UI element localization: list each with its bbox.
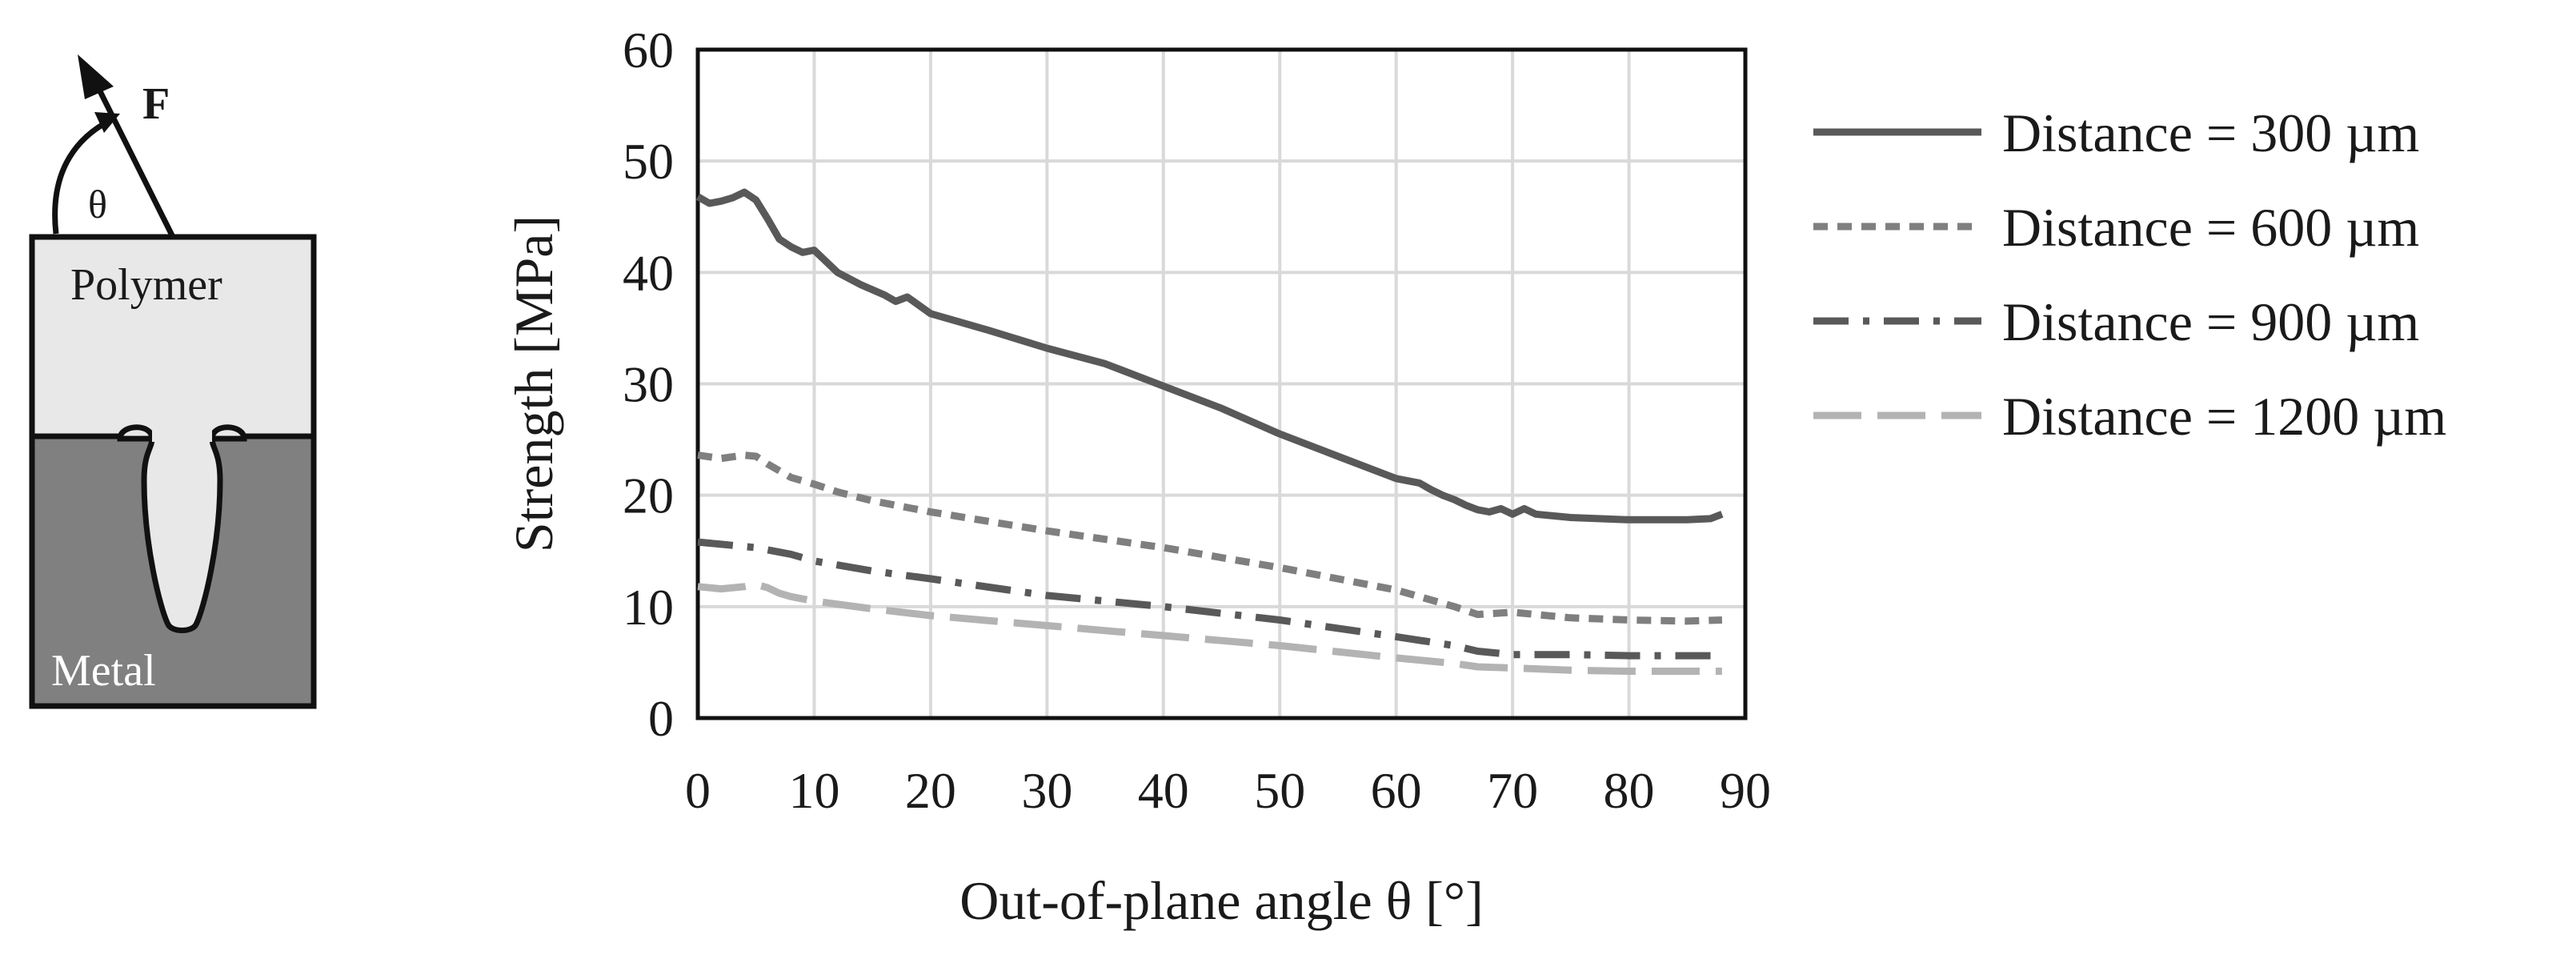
legend-label-4: Distance = 1200 µm <box>2002 386 2446 447</box>
interlock-pin-shape <box>117 424 247 633</box>
force-label: F <box>142 79 170 129</box>
series-line-4 <box>697 580 1722 675</box>
x-tick-label: 70 <box>1487 762 1538 819</box>
x-tick-label: 50 <box>1254 762 1305 819</box>
y-tick-label: 0 <box>648 690 674 747</box>
x-tick-label: 0 <box>685 762 711 819</box>
y-tick-label: 30 <box>623 356 674 413</box>
x-tick-label: 30 <box>1021 762 1072 819</box>
x-tick-label: 10 <box>788 762 839 819</box>
x-tick-label: 90 <box>1720 762 1771 819</box>
plot-area-frame <box>695 47 1748 720</box>
y-tick-label: 10 <box>623 579 674 636</box>
y-tick-labels: 0 10 20 30 40 50 60 <box>623 22 674 747</box>
angle-label: θ <box>88 182 107 227</box>
x-tick-labels: 0 10 20 30 40 50 60 70 80 90 <box>685 762 1771 819</box>
joint-schematic: Polymer Metal F θ <box>29 54 317 709</box>
y-tick-label: 60 <box>623 22 674 78</box>
series-line-2 <box>697 451 1723 625</box>
force-arrow-head-icon <box>78 54 114 99</box>
angle-arc-arrow-icon <box>94 112 120 133</box>
x-tick-label: 60 <box>1371 762 1422 819</box>
legend-label-2: Distance = 600 µm <box>2002 197 2419 258</box>
legend-label-3: Distance = 900 µm <box>2002 291 2419 352</box>
x-tick-label: 80 <box>1604 762 1655 819</box>
pin-neck-fill <box>152 431 212 442</box>
polymer-block <box>29 234 317 439</box>
x-tick-label: 40 <box>1138 762 1189 819</box>
y-tick-label: 40 <box>623 244 674 301</box>
legend-label-1: Distance = 300 µm <box>2002 102 2419 163</box>
y-axis-label: Strength [MPa] <box>503 215 564 552</box>
y-tick-label: 50 <box>623 133 674 190</box>
x-tick-label: 20 <box>905 762 956 819</box>
strength-chart: 0 10 20 30 40 50 60 0 10 20 30 40 50 60 70 80 90 Streng… <box>503 22 2446 931</box>
x-axis-label: Out-of-plane angle θ [°] <box>959 870 1484 931</box>
series-layer <box>695 188 1724 675</box>
chart-legend: Distance = 300 µm Distance = 600 µm Distan… <box>1813 102 2446 447</box>
angle-arc <box>52 117 112 235</box>
force-arrow-shaft <box>91 78 176 239</box>
metal-label: Metal <box>51 646 156 696</box>
y-tick-label: 20 <box>623 467 674 524</box>
chart-grid <box>696 48 1747 720</box>
polymer-label: Polymer <box>70 260 222 310</box>
series-line-1 <box>695 188 1724 524</box>
